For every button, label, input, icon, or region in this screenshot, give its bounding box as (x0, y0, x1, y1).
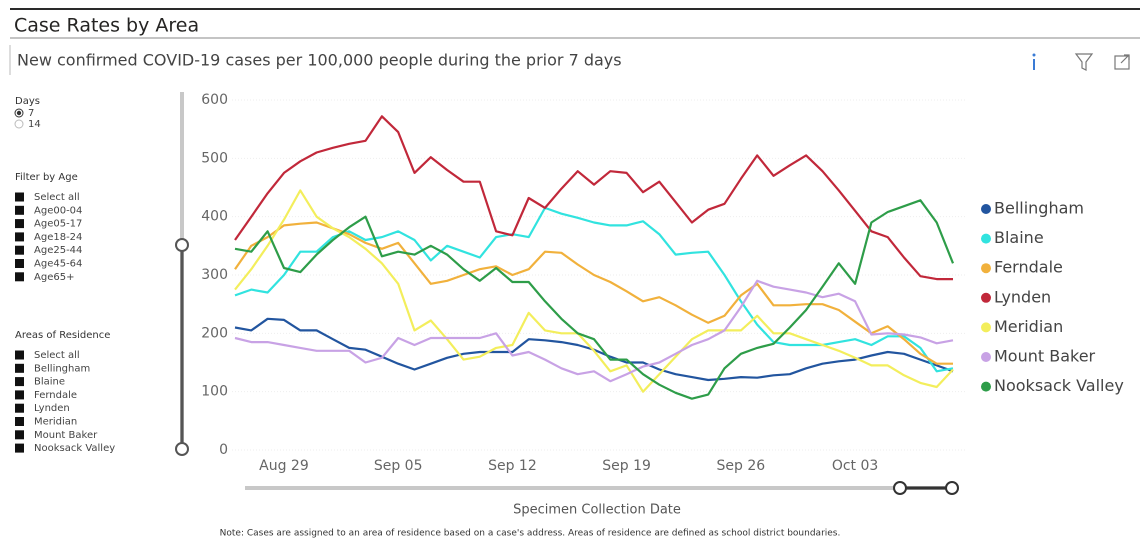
legend-label[interactable]: Ferndale (994, 258, 1063, 277)
legend-label[interactable]: Lynden (994, 287, 1051, 306)
vertical-slider[interactable] (175, 92, 189, 456)
y-tick-label: 600 (201, 92, 228, 108)
legend-item[interactable]: Meridian (981, 317, 1063, 336)
series-line (234, 115, 953, 281)
slicer-title: Filter by Age (15, 172, 78, 183)
checkbox-label[interactable]: Select all (34, 350, 80, 361)
checkbox[interactable] (15, 219, 24, 229)
y-tick-label: 400 (201, 209, 228, 225)
checkbox-label[interactable]: Age05-17 (34, 219, 82, 230)
checkbox[interactable] (15, 430, 24, 440)
legend-label[interactable]: Bellingham (994, 199, 1084, 218)
legend-swatch[interactable] (981, 233, 991, 244)
radio[interactable] (14, 119, 24, 129)
checkbox-label[interactable]: Bellingham (34, 363, 90, 374)
checkbox-label[interactable]: Select all (34, 192, 80, 203)
legend-swatch[interactable] (981, 292, 991, 303)
slicer-title: Areas of Residence (15, 330, 110, 341)
legend-swatch[interactable] (981, 352, 991, 362)
y-tick-label: 300 (201, 267, 228, 283)
legend-item[interactable]: Lynden (981, 287, 1051, 306)
series-line (234, 221, 953, 365)
legend-item[interactable]: Blaine (981, 228, 1044, 247)
radio-label[interactable]: 7 (28, 108, 34, 119)
legend-label[interactable]: Mount Baker (994, 347, 1096, 366)
slicer-title: Days (15, 96, 40, 107)
checkbox[interactable] (15, 350, 24, 360)
legend-swatch[interactable] (981, 322, 991, 333)
focus-icon[interactable] (1114, 54, 1130, 70)
checkbox-label[interactable]: Ferndale (34, 390, 77, 401)
checkbox[interactable] (15, 363, 24, 373)
series-line (234, 279, 954, 383)
legend-label[interactable]: Blaine (994, 228, 1044, 247)
checkbox[interactable] (15, 377, 24, 387)
x-tick-label: Sep 26 (717, 458, 766, 474)
x-tick-label: Sep 05 (374, 458, 423, 474)
y-tick-label: 0 (219, 442, 228, 458)
checkbox-label[interactable]: Lynden (34, 403, 70, 414)
x-axis-title: Specimen Collection Date (513, 503, 681, 518)
checkbox-label[interactable]: Blaine (34, 377, 65, 388)
checkbox[interactable] (15, 192, 24, 202)
checkbox[interactable] (15, 245, 24, 255)
legend-label[interactable]: Nooksack Valley (994, 376, 1124, 395)
series-line (234, 189, 954, 393)
radio-label[interactable]: 14 (28, 119, 41, 130)
horizontal-slider[interactable] (245, 481, 959, 495)
checkbox[interactable] (15, 232, 24, 242)
subtitle: New confirmed COVID-19 cases per 100,000… (17, 51, 622, 70)
radio-dot (16, 110, 22, 116)
series-line (234, 206, 954, 373)
checkbox-label[interactable]: Age18-24 (34, 232, 82, 243)
checkbox[interactable] (15, 205, 24, 215)
checkbox-label[interactable]: Age25-44 (34, 245, 82, 256)
legend-item[interactable]: Ferndale (981, 258, 1063, 277)
checkbox-label[interactable]: Mount Baker (34, 430, 98, 441)
x-tick-label: Sep 19 (602, 458, 651, 474)
legend-swatch[interactable] (981, 204, 991, 214)
legend-item[interactable]: Bellingham (981, 199, 1084, 218)
checkbox-label[interactable]: Age65+ (34, 272, 74, 283)
x-tick-label: Aug 29 (259, 458, 309, 474)
legend-swatch[interactable] (981, 263, 991, 274)
checkbox-label[interactable]: Nooksack Valley (34, 443, 115, 454)
checkbox[interactable] (15, 403, 24, 413)
legend-item[interactable]: Nooksack Valley (981, 376, 1124, 395)
checkbox[interactable] (15, 272, 24, 282)
y-tick-label: 100 (201, 384, 228, 400)
checkbox[interactable] (15, 443, 24, 453)
checkbox[interactable] (15, 417, 24, 426)
checkbox[interactable] (15, 390, 24, 400)
y-tick-label: 500 (201, 150, 228, 166)
series-line (234, 199, 955, 400)
filter-icon[interactable] (1074, 53, 1094, 71)
page-title: Case Rates by Area (14, 15, 199, 37)
legend-item[interactable]: Mount Baker (981, 347, 1096, 366)
checkbox-label[interactable]: Meridian (34, 417, 77, 428)
checkbox-label[interactable]: Age00-04 (34, 205, 82, 216)
legend-swatch[interactable] (981, 381, 991, 392)
x-tick-label: Oct 03 (832, 458, 878, 474)
y-tick-label: 200 (201, 325, 228, 341)
checkbox-label[interactable]: Age45-64 (34, 259, 82, 270)
checkbox[interactable] (15, 259, 24, 268)
footnote: Note: Cases are assigned to an area of r… (220, 529, 841, 539)
info-icon[interactable] (1032, 53, 1036, 71)
x-tick-label: Sep 12 (488, 458, 537, 474)
legend-label[interactable]: Meridian (994, 317, 1063, 336)
